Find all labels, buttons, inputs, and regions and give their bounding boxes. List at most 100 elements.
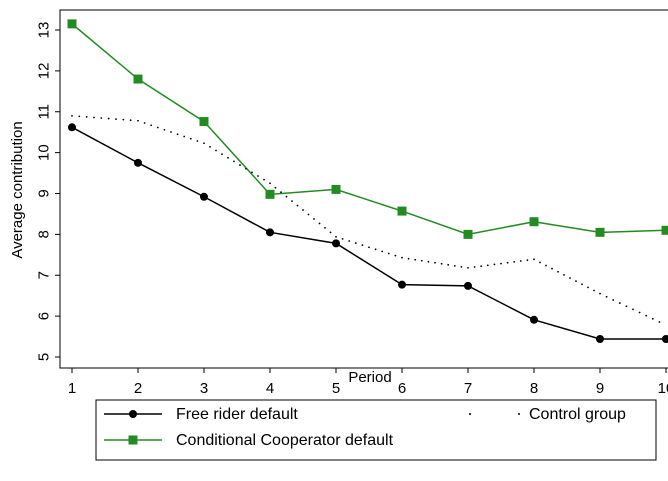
- series-point: [307, 213, 310, 216]
- series-point: [107, 117, 110, 120]
- series-point: [596, 335, 604, 344]
- y-axis: 5 6 7 8 9 10 11 12 13: [36, 22, 60, 361]
- series-point: [480, 265, 483, 268]
- series-point: [85, 116, 88, 118]
- y-tick-label: 6: [36, 312, 53, 320]
- series-point: [440, 262, 443, 265]
- series-point: [398, 280, 406, 289]
- series-point: [263, 178, 265, 181]
- series-free-rider-default: [68, 123, 668, 344]
- series-point: [593, 289, 595, 292]
- legend: Free rider default Control group Condition…: [95, 399, 657, 461]
- series-point: [397, 206, 407, 216]
- series-point: [274, 186, 277, 189]
- series-point: [575, 280, 577, 283]
- series-point: [239, 164, 241, 166]
- x-tick-label: 5: [332, 380, 340, 397]
- series-point: [122, 118, 125, 121]
- series-point: [551, 267, 553, 270]
- x-tick-label: 2: [134, 380, 142, 397]
- series-point: [215, 149, 217, 152]
- series-point: [196, 140, 199, 142]
- series-point: [662, 335, 668, 344]
- series-point: [557, 270, 559, 273]
- series-point: [486, 264, 489, 267]
- series-point: [427, 260, 430, 263]
- series-point: [625, 305, 628, 308]
- legend-marker: [129, 410, 137, 418]
- series-point: [143, 122, 146, 124]
- series-point: [394, 254, 397, 257]
- x-tick-label: 7: [464, 380, 472, 397]
- x-tick-label: 8: [530, 380, 538, 397]
- x-axis: 1 2 3 4 5 6 7 8 9 10: [68, 368, 668, 397]
- series-point: [313, 218, 315, 220]
- y-tick-label: 13: [36, 22, 53, 39]
- series-point: [545, 264, 547, 267]
- series-point: [569, 277, 571, 279]
- series-point: [291, 200, 293, 203]
- y-axis-title: Average contribution: [9, 121, 26, 258]
- series-point: [137, 119, 139, 122]
- series-point: [533, 258, 535, 261]
- series-point: [156, 126, 159, 129]
- series-point: [361, 244, 364, 247]
- series-point: [251, 171, 253, 174]
- series-point: [200, 192, 208, 201]
- series-point: [203, 142, 205, 145]
- series-point: [233, 160, 235, 163]
- series-point: [529, 217, 539, 227]
- series-point: [280, 191, 282, 194]
- series-point: [467, 266, 469, 269]
- series-point: [612, 299, 615, 301]
- series-line: [71, 23, 667, 236]
- series-point: [539, 261, 541, 264]
- series-point: [329, 231, 332, 234]
- series-point: [658, 321, 661, 323]
- series-point: [296, 204, 299, 207]
- series-point: [661, 225, 668, 235]
- series-point: [463, 229, 473, 239]
- series-point: [587, 286, 589, 289]
- series-point: [71, 114, 73, 117]
- series-point: [115, 118, 117, 121]
- legend-item: Conditional Cooperator default: [104, 432, 394, 449]
- series-point: [618, 302, 621, 304]
- series-point: [302, 209, 304, 211]
- series-point: [581, 283, 583, 286]
- x-tick-label: 1: [68, 380, 76, 397]
- series-point: [348, 240, 351, 242]
- legend-label: Conditional Cooperator default: [176, 432, 394, 449]
- series-point: [221, 153, 223, 156]
- y-tick-label: 5: [36, 353, 53, 361]
- series-point: [100, 117, 103, 119]
- series-point: [133, 74, 143, 84]
- x-tick-label: 4: [266, 380, 274, 397]
- series-point: [67, 19, 77, 29]
- plot-border: [59, 9, 668, 369]
- series-point: [199, 117, 209, 127]
- legend-swatch: [469, 413, 471, 415]
- series-point: [519, 260, 522, 262]
- series-point: [464, 281, 472, 290]
- series-point: [595, 227, 605, 237]
- y-tick-label: 8: [36, 230, 53, 238]
- y-tick-label: 10: [36, 144, 53, 161]
- series-layer: [67, 19, 668, 344]
- series-point: [530, 315, 538, 324]
- series-point: [209, 145, 211, 148]
- series-point: [387, 252, 390, 255]
- series-point: [170, 131, 172, 133]
- y-tick-label: 7: [36, 271, 53, 279]
- legend-box: [95, 399, 657, 461]
- series-point: [189, 137, 192, 140]
- y-tick-label: 9: [36, 189, 53, 197]
- series-point: [335, 235, 337, 238]
- legend-item: Control group: [469, 406, 626, 423]
- series-point: [134, 158, 142, 167]
- series-point: [93, 116, 95, 119]
- legend-label: Free rider default: [176, 406, 298, 423]
- plot-frame: [59, 9, 668, 369]
- series-point: [129, 119, 132, 122]
